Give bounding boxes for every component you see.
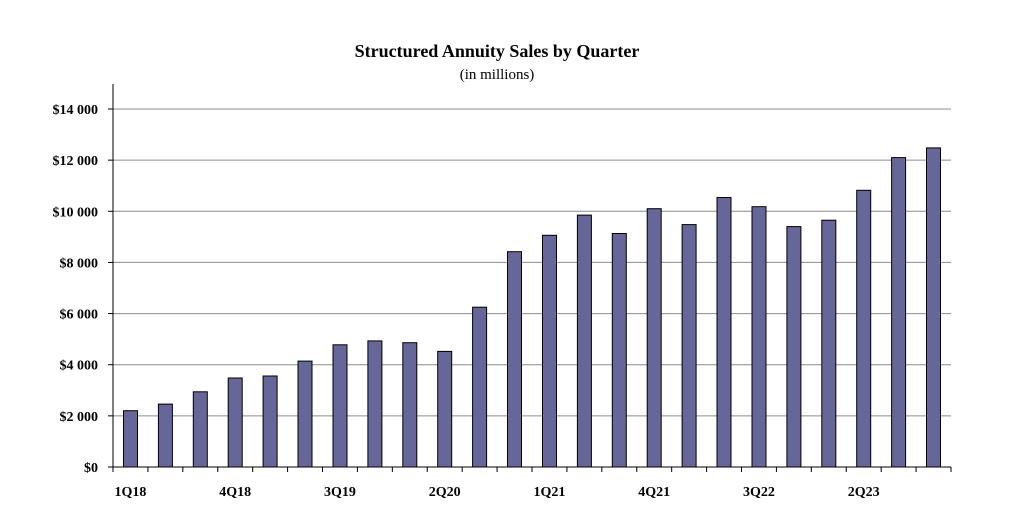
bar-4Q21 (646, 208, 662, 468)
bar-3Q23 (891, 157, 907, 468)
bar-2Q18 (157, 403, 173, 468)
y-tick-label: $2 000 (60, 410, 99, 425)
bar-3Q22 (751, 206, 767, 468)
bar-1Q21 (542, 234, 557, 468)
y-tick-label: $8 000 (60, 256, 99, 271)
x-tick-label: 1Q18 (115, 485, 147, 500)
bar-2Q19 (297, 360, 313, 468)
bar-1Q19 (262, 375, 278, 468)
bar-3Q19 (332, 344, 348, 468)
x-tick-label: 2Q23 (848, 485, 880, 500)
chart-subtitle: (in millions) (460, 67, 535, 83)
bar-2Q23 (856, 189, 872, 468)
x-tick-label: 2Q20 (429, 485, 461, 500)
bar-1Q23 (821, 219, 837, 468)
bar-1Q22 (681, 224, 697, 468)
bar-3Q21 (611, 233, 627, 468)
bar-4Q18 (227, 377, 243, 468)
axes (108, 84, 952, 472)
bar-2Q21 (576, 214, 592, 468)
bar-4Q22 (786, 226, 802, 468)
y-tick-label: $12 000 (53, 154, 99, 169)
bar-4Q19 (367, 340, 383, 468)
bars (123, 147, 941, 468)
bar-1Q20 (402, 342, 418, 468)
bar-3Q18 (192, 391, 208, 468)
bar-2Q22 (716, 197, 732, 468)
y-tick-label: $14 000 (53, 103, 99, 118)
y-tick-label: $0 (84, 461, 98, 476)
y-tick-label: $6 000 (60, 308, 99, 323)
x-tick-label: 4Q18 (219, 485, 251, 500)
x-tick-label: 3Q19 (324, 485, 356, 500)
chart-title: Structured Annuity Sales by Quarter (355, 41, 640, 61)
bar-4Q20 (507, 251, 522, 468)
bar-1Q18 (123, 410, 138, 468)
bar-4Q23 (926, 147, 941, 468)
y-tick-labels: $0 $2 000 $4 000 $6 000 $8 000 $10 000 $12 000… (53, 103, 99, 476)
x-tick-label: 3Q22 (743, 485, 775, 500)
x-tick-labels: 1Q18 4Q18 3Q19 2Q20 1Q21 4Q21 3Q22 2Q23 (115, 485, 880, 500)
y-tick-label: $4 000 (60, 359, 99, 374)
bar-3Q20 (472, 306, 488, 468)
x-tick-label: 4Q21 (638, 485, 670, 500)
bar-2Q20 (437, 350, 453, 468)
x-tick-label: 1Q21 (534, 485, 566, 500)
y-tick-label: $10 000 (53, 205, 99, 220)
gridlines (113, 108, 951, 417)
